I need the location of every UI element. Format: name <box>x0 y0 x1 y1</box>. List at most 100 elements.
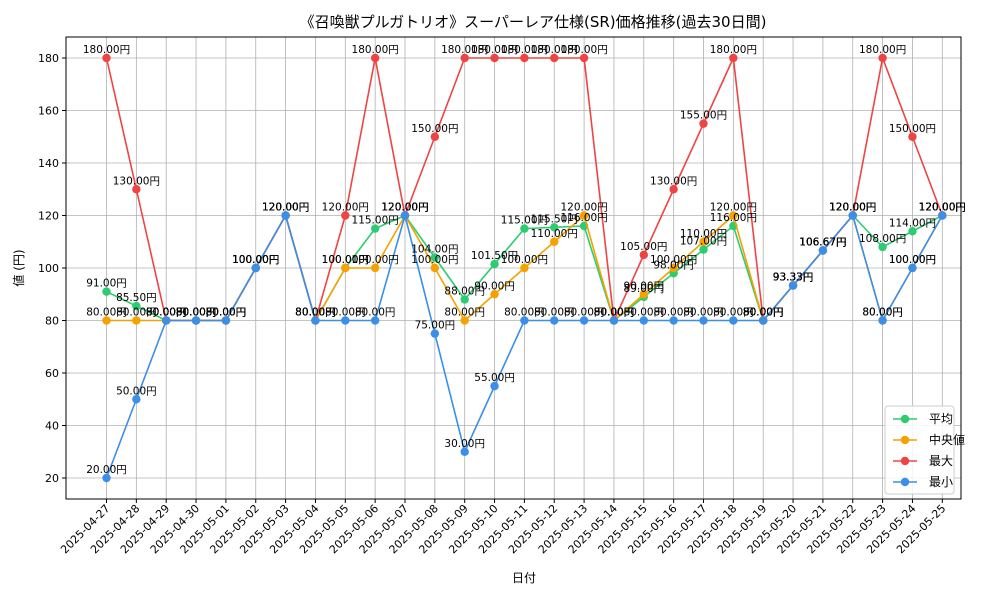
data-label: 107.00円 <box>680 236 727 248</box>
data-label: 101.50円 <box>471 250 518 262</box>
data-point <box>341 316 350 325</box>
data-point <box>460 447 469 456</box>
data-label: 180.00円 <box>560 44 607 56</box>
data-label: 80.00円 <box>176 307 217 319</box>
data-point <box>908 227 917 236</box>
data-label: 80.00円 <box>653 307 694 319</box>
data-label: 100.00円 <box>322 254 369 266</box>
legend-label: 平均 <box>929 412 953 426</box>
y-axis-label: 値 (円) <box>11 249 26 286</box>
data-point <box>370 224 380 233</box>
data-label: 80.00円 <box>743 307 784 319</box>
data-label: 100.00円 <box>650 254 697 266</box>
data-label: 90.00円 <box>474 280 515 292</box>
data-label: 106.67円 <box>799 236 846 248</box>
data-point <box>609 316 619 325</box>
y-tick-label: 180 <box>38 52 59 65</box>
data-point <box>550 316 559 325</box>
data-point <box>520 263 529 273</box>
y-axis-ticks: 20 40 60 80 100 120 140 160 180 <box>38 52 66 485</box>
data-label: 80.00円 <box>325 307 366 319</box>
legend-label: 中央値 <box>929 432 965 447</box>
data-point <box>848 211 857 220</box>
data-label: 150.00円 <box>411 123 458 135</box>
data-label: 115.00円 <box>501 215 548 227</box>
data-label: 80.00円 <box>594 307 635 319</box>
data-label: 120.00円 <box>829 202 876 214</box>
data-label: 91.00円 <box>86 278 127 290</box>
data-label: 80.00円 <box>504 307 545 319</box>
data-label: 93.33円 <box>773 272 814 284</box>
legend-box <box>884 405 955 495</box>
data-point <box>490 290 499 299</box>
data-point <box>908 263 917 273</box>
data-label: 120.00円 <box>262 202 309 214</box>
data-point <box>221 316 231 325</box>
data-label: 120.00円 <box>829 202 876 214</box>
data-label: 108.00円 <box>859 233 906 245</box>
legend-swatch-marker <box>900 477 910 487</box>
y-tick-label: 100 <box>38 262 59 275</box>
series-lines <box>102 53 947 483</box>
data-label: 180.00円 <box>710 44 757 56</box>
x-axis-label: 日付 <box>512 571 536 585</box>
plot-frame <box>65 36 962 500</box>
data-label: 120.00円 <box>560 202 607 214</box>
data-point <box>639 290 648 299</box>
data-label: 80.00円 <box>295 307 336 319</box>
data-label: 80.00円 <box>116 307 157 319</box>
data-label: 100.00円 <box>232 254 279 266</box>
data-point <box>669 263 678 273</box>
data-label: 80.00円 <box>176 307 217 319</box>
data-label: 80.00円 <box>206 307 247 319</box>
data-label: 180.00円 <box>859 44 906 56</box>
data-label: 180.00円 <box>352 44 399 56</box>
data-point <box>132 185 141 194</box>
data-point <box>430 329 440 338</box>
data-label: 80.00円 <box>683 307 724 319</box>
data-label: 120.00円 <box>381 202 428 214</box>
data-point <box>430 132 440 141</box>
data-label: 104.00円 <box>411 244 458 256</box>
data-point <box>699 316 708 325</box>
y-tick-label: 60 <box>45 367 59 380</box>
legend-swatch-marker <box>900 435 910 445</box>
data-label: 80.00円 <box>146 307 187 319</box>
data-point <box>669 185 678 194</box>
data-point <box>132 316 141 325</box>
data-label: 100.00円 <box>322 254 369 266</box>
data-point <box>490 259 499 269</box>
data-point <box>639 250 648 260</box>
data-label: 120.00円 <box>322 202 369 214</box>
data-point <box>490 53 499 63</box>
data-label: 85.50円 <box>116 292 157 304</box>
chart-title: 《召喚獣プルガトリオ》スーパーレア仕様(SR)価格推移(過去30日間) <box>300 13 767 31</box>
data-label: 120.00円 <box>919 202 966 214</box>
data-label: 180.00円 <box>83 44 130 56</box>
data-point <box>370 316 380 325</box>
data-label: 80.00円 <box>146 307 187 319</box>
data-point <box>102 316 111 325</box>
data-point <box>430 263 440 273</box>
data-label: 120.00円 <box>710 202 757 214</box>
legend-label: 最大 <box>929 454 953 468</box>
data-label: 98.00円 <box>653 259 694 271</box>
data-point <box>818 246 828 255</box>
data-label: 114.00円 <box>889 217 936 229</box>
data-point <box>520 53 529 63</box>
data-point <box>520 316 529 325</box>
data-label: 80.00円 <box>594 307 635 319</box>
data-label: 55.00円 <box>474 372 515 384</box>
grid-lines <box>66 37 961 499</box>
data-label: 89.00円 <box>624 283 665 295</box>
data-point <box>370 53 380 63</box>
data-label: 93.33円 <box>773 272 814 284</box>
data-label: 120.00円 <box>919 202 966 214</box>
data-point <box>132 395 141 404</box>
data-label: 120.00円 <box>919 202 966 214</box>
data-label: 120.00円 <box>829 202 876 214</box>
data-point <box>669 316 678 325</box>
data-point <box>878 53 887 63</box>
data-label: 116.00円 <box>710 212 757 224</box>
